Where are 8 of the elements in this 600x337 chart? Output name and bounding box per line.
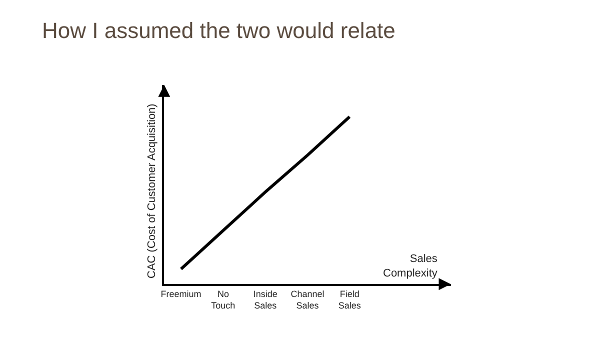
- y-axis-title: CAC (Cost of Customer Acquisition): [146, 104, 158, 278]
- x-tick-label: Field Sales: [338, 288, 362, 311]
- x-tick-label: No Touch: [211, 288, 236, 311]
- x-axis-title: Sales Complexity: [383, 253, 438, 280]
- x-tick-label: Channel Sales: [290, 288, 324, 311]
- x-tick-label: Freemium: [160, 288, 202, 299]
- x-tick-label: Inside Sales: [253, 288, 278, 311]
- chart-title: How I assumed the two would relate: [42, 18, 396, 44]
